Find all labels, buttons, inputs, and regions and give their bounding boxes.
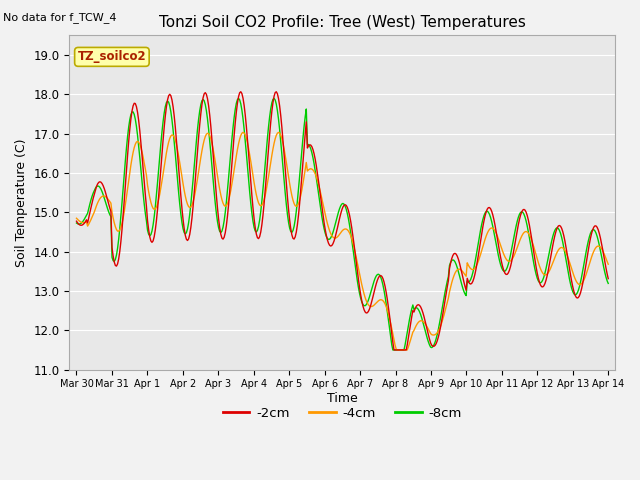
X-axis label: Time: Time xyxy=(327,392,358,405)
Title: Tonzi Soil CO2 Profile: Tree (West) Temperatures: Tonzi Soil CO2 Profile: Tree (West) Temp… xyxy=(159,15,526,30)
Text: TZ_soilco2: TZ_soilco2 xyxy=(77,50,146,63)
Legend: -2cm, -4cm, -8cm: -2cm, -4cm, -8cm xyxy=(218,401,467,425)
Text: No data for f_TCW_4: No data for f_TCW_4 xyxy=(3,12,116,23)
Y-axis label: Soil Temperature (C): Soil Temperature (C) xyxy=(15,138,28,267)
